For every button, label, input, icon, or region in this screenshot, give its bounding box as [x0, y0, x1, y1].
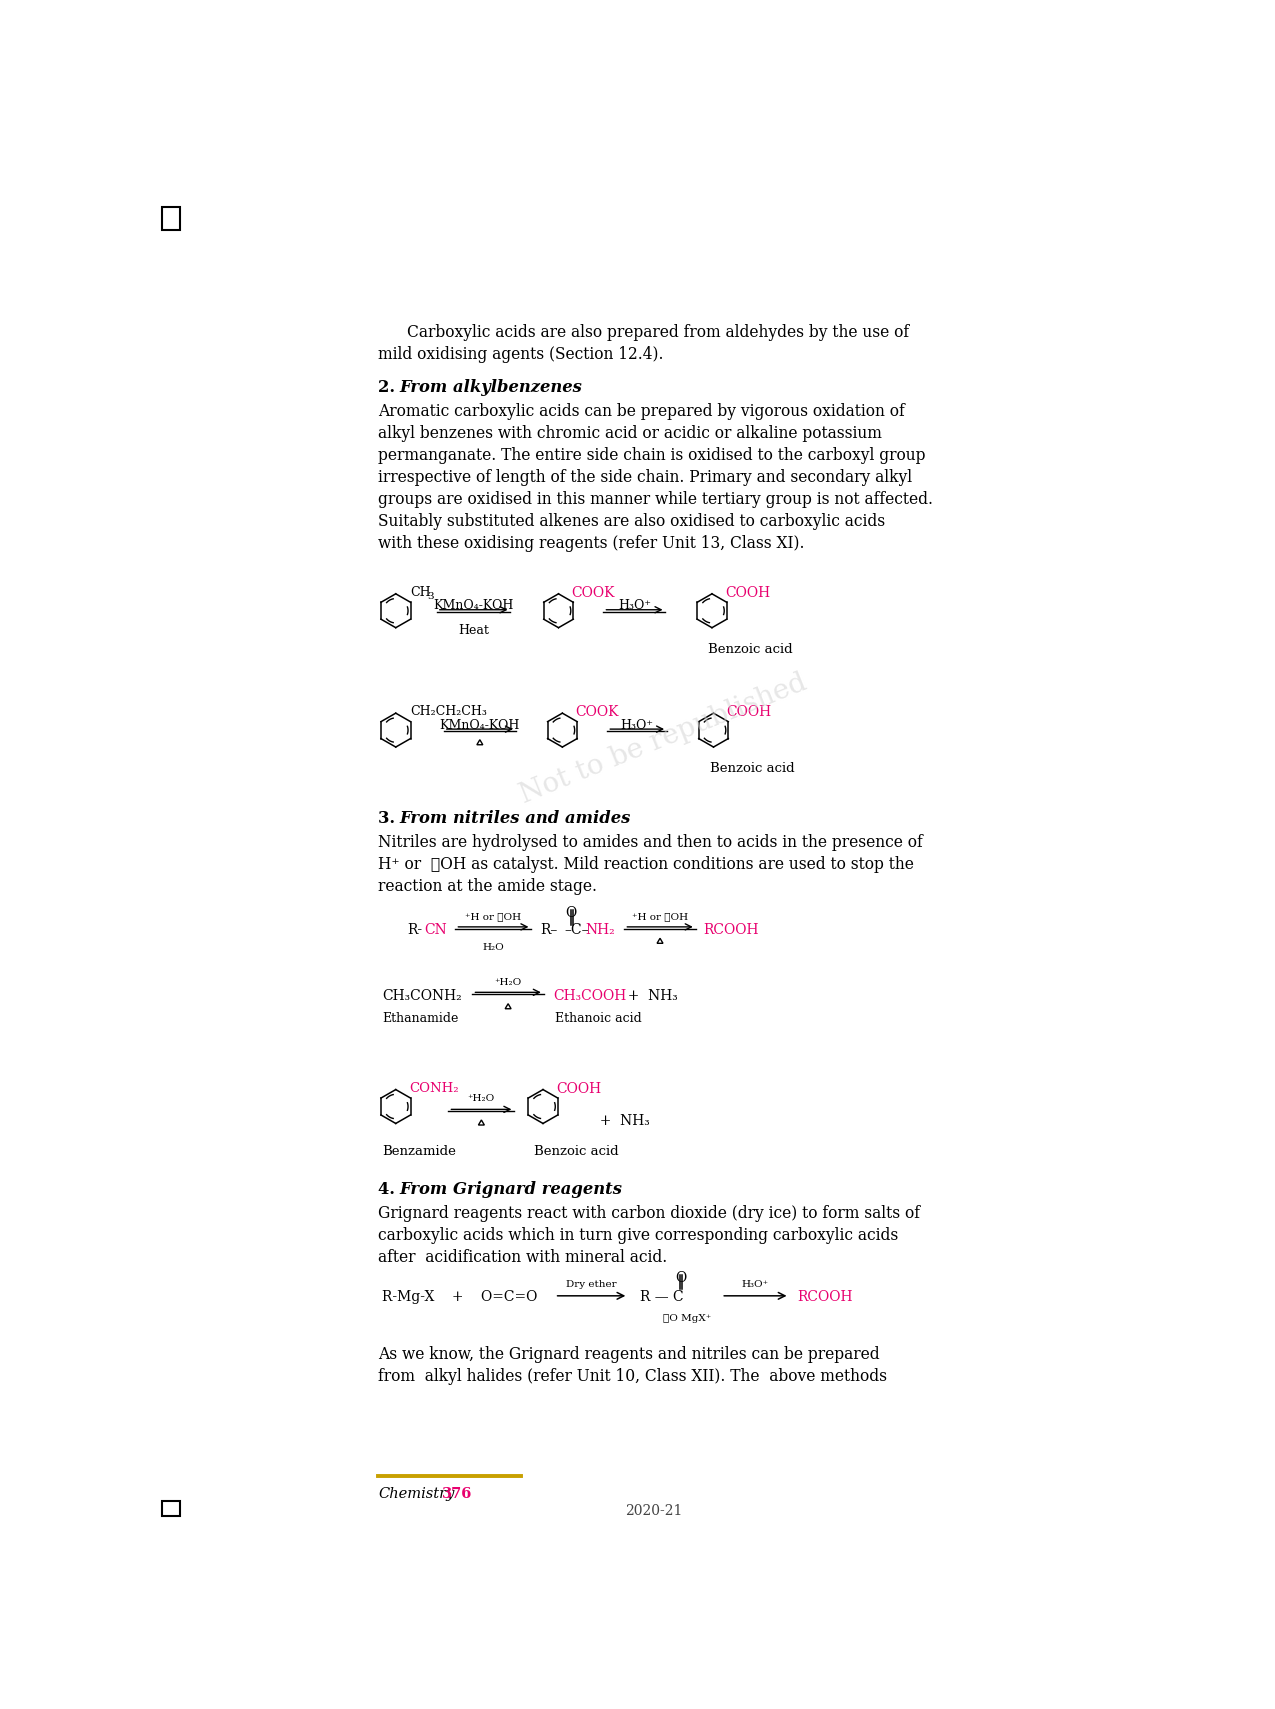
Bar — [162, 207, 180, 229]
Text: Benzoic acid: Benzoic acid — [710, 762, 794, 776]
Text: carboxylic acids which in turn give corresponding carboxylic acids: carboxylic acids which in turn give corr… — [377, 1227, 898, 1244]
Text: R — C: R — C — [640, 1290, 683, 1304]
Text: with these oxidising reagents (refer Unit 13, Class XI).: with these oxidising reagents (refer Uni… — [377, 535, 805, 552]
Text: H₃O⁺: H₃O⁺ — [742, 1280, 769, 1289]
Text: H₃O⁺: H₃O⁺ — [618, 600, 652, 612]
Text: Aromatic carboxylic acids can be prepared by vigorous oxidation of: Aromatic carboxylic acids can be prepare… — [377, 403, 905, 420]
Text: reaction at the amide stage.: reaction at the amide stage. — [377, 878, 597, 896]
Text: O: O — [674, 1271, 686, 1285]
Text: +  NH₃: + NH₃ — [592, 1114, 650, 1128]
Text: 376: 376 — [441, 1487, 472, 1501]
Text: 3.: 3. — [377, 810, 407, 827]
Text: From nitriles and amides: From nitriles and amides — [399, 810, 631, 827]
Text: Chemistry: Chemistry — [377, 1487, 454, 1501]
Text: +  NH₃: + NH₃ — [618, 990, 678, 1003]
Text: –C–: –C– — [564, 923, 589, 937]
Text: Ethanamide: Ethanamide — [381, 1012, 458, 1025]
Text: COOH: COOH — [727, 706, 771, 719]
Text: CH: CH — [411, 586, 431, 600]
Text: mild oxidising agents (Section 12.4).: mild oxidising agents (Section 12.4). — [377, 345, 663, 362]
Text: ⁺H₂O: ⁺H₂O — [495, 978, 521, 986]
Text: Ethanoic acid: Ethanoic acid — [556, 1012, 643, 1025]
Text: Heat: Heat — [458, 624, 490, 637]
Text: RCOOH: RCOOH — [797, 1290, 853, 1304]
Text: R–: R– — [541, 923, 558, 937]
Text: Not to be republished: Not to be republished — [515, 670, 811, 810]
Text: after  acidification with mineral acid.: after acidification with mineral acid. — [377, 1249, 667, 1266]
Text: COOK: COOK — [571, 586, 615, 600]
Text: CH₃COOH: CH₃COOH — [553, 990, 626, 1003]
Text: from  alkyl halides (refer Unit 10, Class XII). The  above methods: from alkyl halides (refer Unit 10, Class… — [377, 1367, 887, 1384]
Text: H₂O: H₂O — [482, 942, 505, 952]
Text: groups are oxidised in this manner while tertiary group is not affected.: groups are oxidised in this manner while… — [377, 490, 933, 508]
Text: KMnO₄-KOH: KMnO₄-KOH — [434, 600, 514, 612]
Text: 4.: 4. — [377, 1181, 407, 1198]
Text: irrespective of length of the side chain. Primary and secondary alkyl: irrespective of length of the side chain… — [377, 468, 912, 485]
Text: From Grignard reagents: From Grignard reagents — [399, 1181, 622, 1198]
Text: NH₂: NH₂ — [585, 923, 616, 937]
Text: COOH: COOH — [725, 586, 770, 600]
Text: CONH₂: CONH₂ — [409, 1082, 459, 1095]
Bar — [162, 1501, 180, 1516]
Text: COOH: COOH — [556, 1082, 602, 1095]
Text: KMnO₄-KOH: KMnO₄-KOH — [440, 718, 520, 731]
Text: From alkylbenzenes: From alkylbenzenes — [399, 379, 583, 396]
Text: Benzoic acid: Benzoic acid — [534, 1145, 618, 1159]
Text: alkyl benzenes with chromic acid or acidic or alkaline potassium: alkyl benzenes with chromic acid or acid… — [377, 426, 882, 443]
Text: R-: R- — [408, 923, 422, 937]
Text: Nitriles are hydrolysed to amides and then to acids in the presence of: Nitriles are hydrolysed to amides and th… — [377, 834, 923, 851]
Text: CN: CN — [425, 923, 448, 937]
Text: CH₂CH₂CH₃: CH₂CH₂CH₃ — [411, 706, 487, 718]
Text: H₃O⁺: H₃O⁺ — [621, 718, 654, 731]
Text: COOK: COOK — [575, 706, 620, 719]
Text: Dry ether: Dry ether — [566, 1280, 617, 1289]
Text: 2.: 2. — [377, 379, 407, 396]
Text: Carboxylic acids are also prepared from aldehydes by the use of: Carboxylic acids are also prepared from … — [408, 323, 909, 340]
Text: ⁺H or ͞OH: ⁺H or ͞OH — [465, 913, 521, 921]
Text: Benzoic acid: Benzoic acid — [708, 643, 793, 656]
Text: 2020-21: 2020-21 — [625, 1504, 682, 1518]
Text: permanganate. The entire side chain is oxidised to the carboxyl group: permanganate. The entire side chain is o… — [377, 448, 926, 465]
Text: ⁺H₂O: ⁺H₂O — [468, 1094, 495, 1104]
Text: R-Mg-X    +    O=C=O: R-Mg-X + O=C=O — [381, 1290, 537, 1304]
Text: CH₃CONH₂: CH₃CONH₂ — [381, 990, 462, 1003]
Text: As we know, the Grignard reagents and nitriles can be prepared: As we know, the Grignard reagents and ni… — [377, 1347, 880, 1362]
Text: Grignard reagents react with carbon dioxide (dry ice) to form salts of: Grignard reagents react with carbon diox… — [377, 1205, 921, 1222]
Text: Benzamide: Benzamide — [381, 1145, 455, 1159]
Text: 3: 3 — [427, 591, 435, 600]
Text: O: O — [566, 906, 576, 921]
Text: ͞O MgX⁺: ͞O MgX⁺ — [663, 1314, 711, 1323]
Text: H⁺ or  ͞OH as catalyst. Mild reaction conditions are used to stop the: H⁺ or ͞OH as catalyst. Mild reaction con… — [377, 856, 914, 873]
Text: Suitably substituted alkenes are also oxidised to carboxylic acids: Suitably substituted alkenes are also ox… — [377, 513, 885, 530]
Text: RCOOH: RCOOH — [704, 923, 759, 937]
Text: ⁺H or ͞OH: ⁺H or ͞OH — [632, 913, 688, 921]
